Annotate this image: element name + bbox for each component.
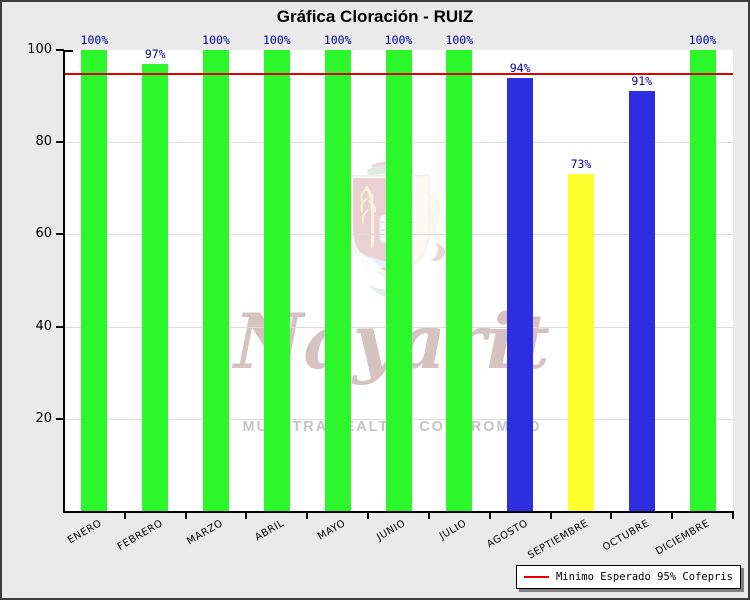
x-axis-tick xyxy=(306,513,309,519)
threshold-line-95 xyxy=(64,73,733,75)
bar-value-label: 100% xyxy=(384,33,413,47)
y-axis-tick xyxy=(56,141,64,144)
y-axis-tick-label: 80 xyxy=(35,134,52,150)
x-axis-line xyxy=(63,511,734,513)
y-axis-tick-label: 100 xyxy=(27,42,52,57)
x-axis-tick xyxy=(488,513,491,519)
x-axis-label-septiembre: SEPTIEMBRE xyxy=(526,518,591,562)
bar-septiembre xyxy=(567,174,594,511)
y-axis-tick-label: 40 xyxy=(35,318,52,334)
bar-value-label: 100% xyxy=(323,33,352,47)
x-axis-label-abril: ABRIL xyxy=(253,518,287,544)
bar-abril xyxy=(263,50,290,511)
bar-value-label: 94% xyxy=(509,60,531,75)
y-axis-tick-label: 60 xyxy=(35,226,52,242)
bar-enero xyxy=(81,50,108,511)
x-axis-tick xyxy=(123,513,126,519)
bar-value-label: 100% xyxy=(263,33,291,47)
legend-box: Minimo Esperado 95% Cofepris xyxy=(515,565,741,589)
bar-value-label: 91% xyxy=(631,74,653,89)
y-axis-tick-label: 20 xyxy=(35,410,52,426)
bar-julio xyxy=(446,50,473,511)
x-axis-label-julio: JULIO xyxy=(438,518,469,543)
x-axis-tick xyxy=(549,513,552,519)
bar-value-label: 100% xyxy=(445,33,474,47)
bar-value-label: 100% xyxy=(80,33,109,47)
bar-agosto xyxy=(507,77,534,511)
x-axis-label-agosto: AGOSTO xyxy=(484,518,530,551)
bar-value-label: 73% xyxy=(570,157,592,172)
bar-value-label: 100% xyxy=(202,33,230,47)
bar-marzo xyxy=(203,50,230,511)
x-axis-label-octubre: OCTUBRE xyxy=(600,518,652,554)
x-axis-label-mayo: MAYO xyxy=(315,518,348,543)
chart-title: Gráfica Cloración - RUIZ xyxy=(276,7,474,26)
y-axis-line xyxy=(63,50,65,513)
bar-mayo xyxy=(324,50,351,511)
bar-diciembre xyxy=(689,50,716,511)
y-axis-tick xyxy=(56,49,64,51)
x-axis-tick xyxy=(427,513,430,519)
x-axis-label-junio: JUNIO xyxy=(375,518,408,544)
x-axis-label-marzo: MARZO xyxy=(185,518,226,548)
x-axis-label-enero: ENERO xyxy=(66,518,104,547)
bar-value-label: 97% xyxy=(144,46,166,61)
x-axis-tick xyxy=(671,513,674,519)
x-axis-label-febrero: FEBRERO xyxy=(115,518,165,553)
y-axis-tick xyxy=(56,233,64,236)
x-axis-tick xyxy=(184,513,187,519)
y-axis-tick xyxy=(56,325,64,328)
x-axis-tick xyxy=(732,513,734,519)
legend-line-swatch xyxy=(523,576,549,578)
bar-junio xyxy=(385,50,412,511)
x-axis-tick xyxy=(610,513,613,519)
x-axis-label-diciembre: DICIEMBRE xyxy=(654,518,713,558)
y-axis-top-tick xyxy=(64,50,73,52)
bar-octubre xyxy=(628,91,655,511)
x-axis-tick xyxy=(367,513,370,519)
bar-value-label: 100% xyxy=(688,33,717,47)
legend-label: Minimo Esperado 95% Cofepris xyxy=(555,571,733,583)
y-axis-tick xyxy=(56,417,64,420)
bar-febrero xyxy=(142,63,169,511)
x-axis-tick xyxy=(245,513,248,519)
